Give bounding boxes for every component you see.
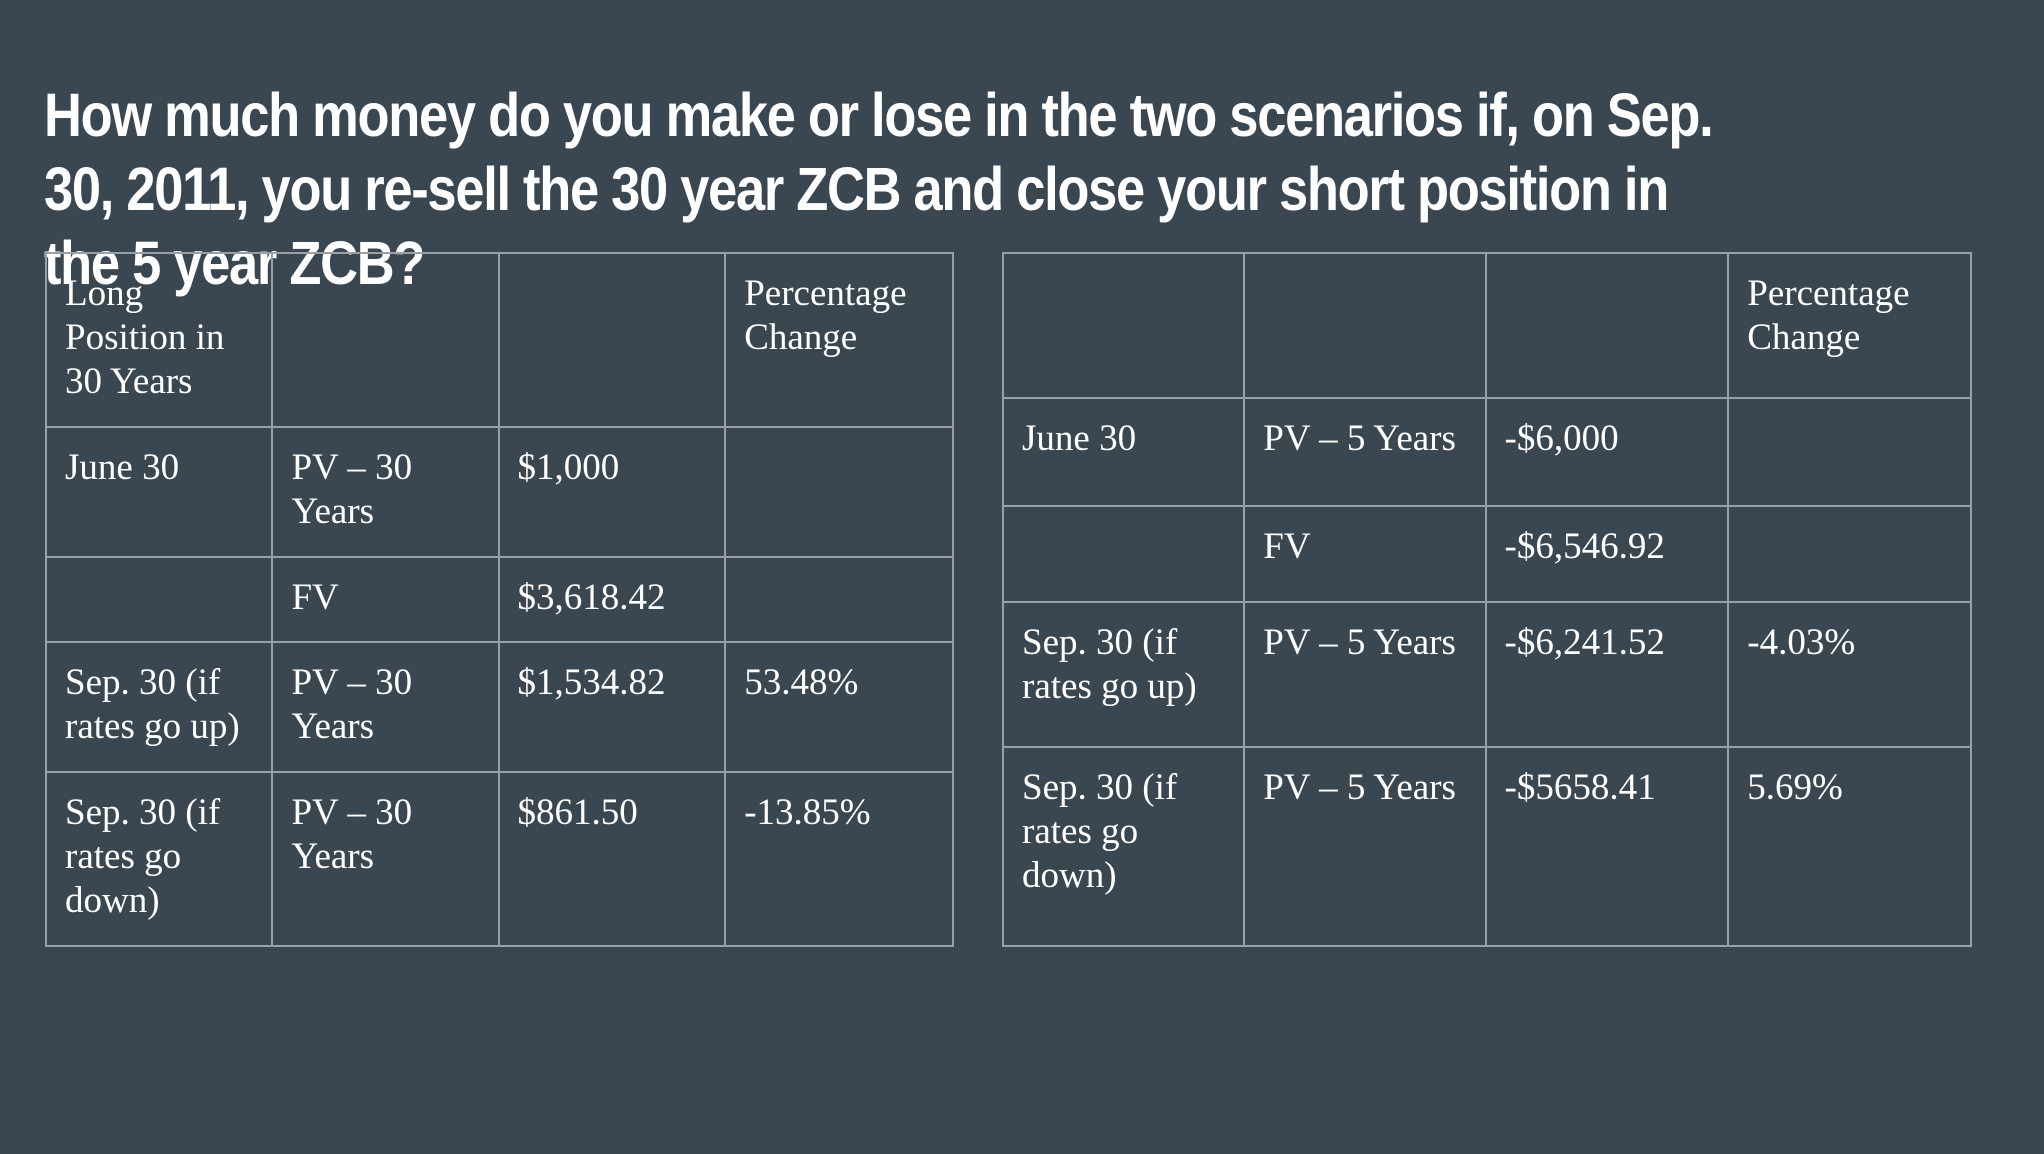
table-cell — [497, 252, 727, 428]
table-cell: -$6,000 — [1484, 397, 1730, 507]
table-row: FV $3,618.42 — [44, 556, 954, 643]
table-cell: June 30 — [44, 426, 274, 558]
table-row: Sep. 30 (if rates go down) PV – 5 Years … — [1001, 746, 1972, 947]
table-row: Long Position in 30 Years Percentage Cha… — [44, 252, 954, 428]
table-cell: Sep. 30 (if rates go up) — [1001, 601, 1246, 748]
table-row: Sep. 30 (if rates go up) PV – 5 Years -$… — [1001, 601, 1972, 748]
table-cell: June 30 — [1001, 397, 1246, 507]
table-cell — [1727, 505, 1972, 603]
table-cell — [271, 252, 500, 428]
table-row: June 30 PV – 5 Years -$6,000 — [1001, 397, 1972, 507]
table-cell: FV — [271, 556, 500, 643]
table-cell: Sep. 30 (if rates go down) — [44, 771, 274, 947]
table-cell: -13.85% — [724, 771, 954, 947]
table-cell: Percentage Change — [724, 252, 954, 428]
table-cell: PV – 5 Years — [1243, 746, 1487, 947]
table-cell: Percentage Change — [1727, 252, 1972, 399]
table-cell — [1001, 505, 1246, 603]
table-cell: FV — [1243, 505, 1487, 603]
table-cell: Long Position in 30 Years — [44, 252, 274, 428]
table-cell: $3,618.42 — [497, 556, 727, 643]
table-cell: -$6,241.52 — [1484, 601, 1730, 748]
table-row: FV -$6,546.92 — [1001, 505, 1972, 603]
table-cell: -4.03% — [1727, 601, 1972, 748]
table-cell: 53.48% — [724, 641, 954, 773]
table-cell: PV – 5 Years — [1243, 397, 1487, 507]
table-cell — [724, 426, 954, 558]
table-cell: -$5658.41 — [1484, 746, 1730, 947]
table-cell — [44, 556, 274, 643]
table-cell — [1001, 252, 1246, 399]
table-cell: PV – 30 Years — [271, 641, 500, 773]
table-cell: PV – 30 Years — [271, 426, 500, 558]
table-row: Sep. 30 (if rates go up) PV – 30 Years $… — [44, 641, 954, 773]
table-cell — [724, 556, 954, 643]
short-position-table: Percentage Change June 30 PV – 5 Years -… — [1001, 252, 1972, 947]
table-cell — [1243, 252, 1487, 399]
table-cell — [1727, 397, 1972, 507]
long-position-table: Long Position in 30 Years Percentage Cha… — [44, 252, 954, 947]
table-row: June 30 PV – 30 Years $1,000 — [44, 426, 954, 558]
table-cell: -$6,546.92 — [1484, 505, 1730, 603]
table-cell: PV – 5 Years — [1243, 601, 1487, 748]
slide-title: How much money do you make or lose in th… — [44, 81, 1714, 297]
table-cell: $1,534.82 — [497, 641, 727, 773]
table-cell: Sep. 30 (if rates go up) — [44, 641, 274, 773]
table-cell — [1484, 252, 1730, 399]
table-cell: 5.69% — [1727, 746, 1972, 947]
table-cell: PV – 30 Years — [271, 771, 500, 947]
table-cell: $861.50 — [497, 771, 727, 947]
table-row: Percentage Change — [1001, 252, 1972, 399]
table-cell: $1,000 — [497, 426, 727, 558]
table-row: Sep. 30 (if rates go down) PV – 30 Years… — [44, 771, 954, 947]
table-cell: Sep. 30 (if rates go down) — [1001, 746, 1246, 947]
